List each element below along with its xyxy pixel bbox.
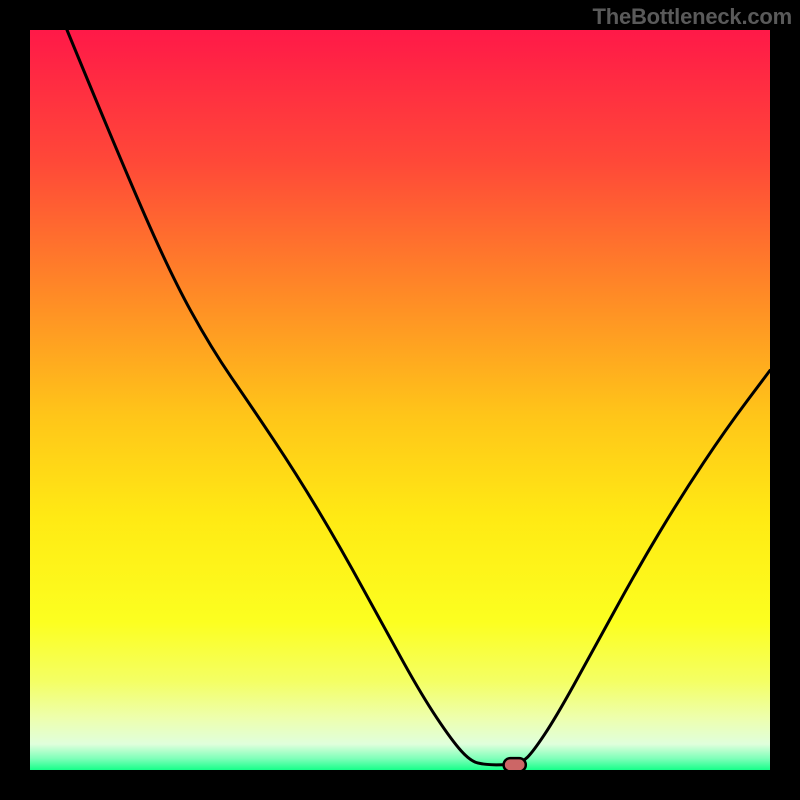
chart-svg: [0, 0, 800, 800]
bottleneck-chart: TheBottleneck.com: [0, 0, 800, 800]
frame-left: [0, 0, 30, 800]
optimal-marker: [504, 758, 526, 771]
frame-bottom: [0, 770, 800, 800]
frame-right: [770, 0, 800, 800]
attribution-label: TheBottleneck.com: [592, 4, 792, 30]
